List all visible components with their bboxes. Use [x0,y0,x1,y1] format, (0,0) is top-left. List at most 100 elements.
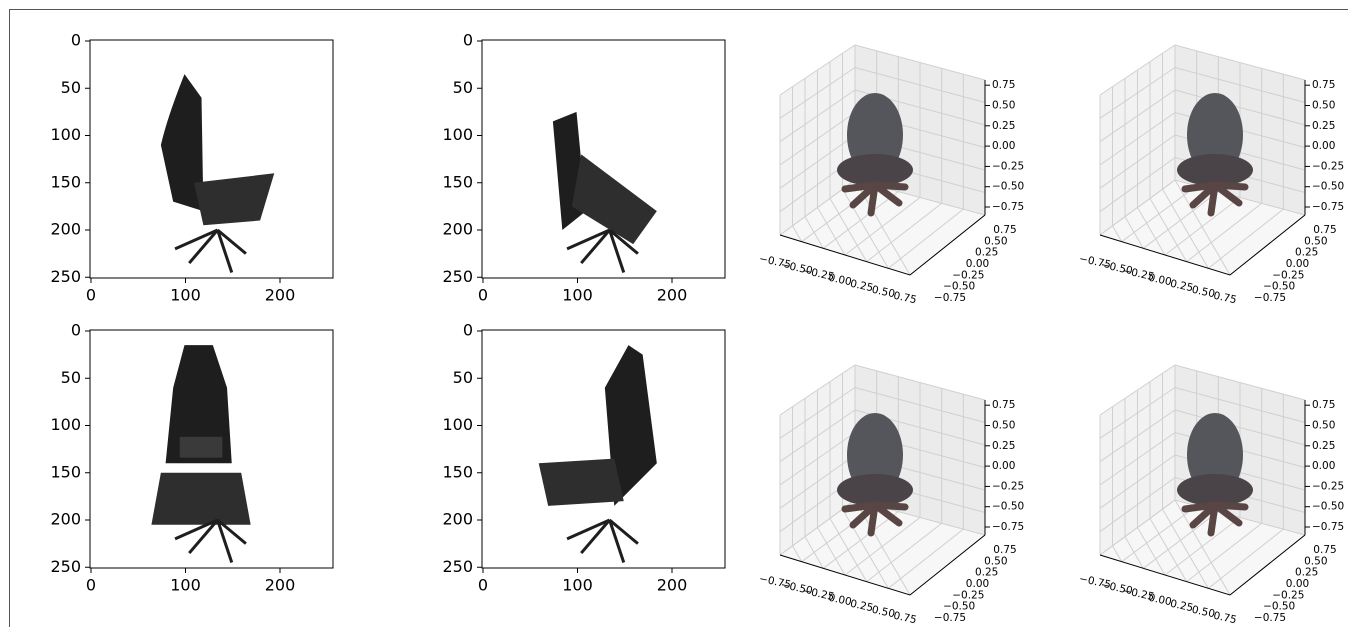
panel: 0 50 100 150 200 250 0 100 200 [442,31,725,305]
y-tick-label: −0.25 [952,269,984,281]
y-tick-label: 0.25 [1295,567,1318,579]
figure: 0 50 100 150 200 250 0 100 200 0 50 100 150 200 250 0 10… [0,0,1348,627]
y-tick-label: 50 [61,368,81,387]
x-tick-label: 200 [657,576,688,595]
chair-pillow [180,437,223,458]
y-tick-label: 0.25 [1295,247,1318,259]
z-tick-label: −0.75 [1312,201,1344,213]
y-tick-label: 200 [50,510,81,529]
y-tick-label: 0.50 [984,555,1007,567]
z-tick-label: 0.00 [1312,140,1335,152]
z-tick-label: −0.50 [1312,501,1344,513]
z-tick-label: 0.50 [992,420,1015,432]
y-tick-label: 0 [71,321,81,340]
y-tick-label: 0.50 [1304,235,1327,247]
panel: −0.75−0.50−0.250.000.250.500.75−0.75−0.5… [758,365,1024,626]
z-tick-label: −0.50 [992,181,1024,193]
chair-base [567,520,638,563]
y-tick-label: 100 [442,125,473,144]
y-tick-label: −0.25 [1272,589,1304,601]
y-tick-label: 100 [50,125,81,144]
x-tick-label: 0.75 [892,290,917,307]
y-tick-label: 250 [50,557,81,576]
y-tick-label: 50 [453,78,473,97]
y-tick-label: 150 [442,172,473,191]
z-tick-label: 0.50 [1312,100,1335,112]
y-tick-label: −0.50 [943,281,975,293]
y-tick-label: 100 [50,415,81,434]
z-tick-label: −0.25 [1312,160,1344,172]
z-tick-label: 0.00 [992,140,1015,152]
x-tick-label: 200 [657,286,688,305]
z-tick-label: −0.75 [992,521,1024,533]
z-tick-label: 0.50 [992,100,1015,112]
y-tick-label: 150 [50,462,81,481]
y-tick-label: 250 [50,267,81,286]
panel: 0 50 100 150 200 250 0 100 200 [442,321,725,595]
y-tick-label: 0.50 [984,235,1007,247]
y-tick-label: 0.75 [1313,544,1336,556]
y-tick-label: 0 [463,31,473,50]
x-tick-label: 200 [265,576,296,595]
x-tick-label: 100 [170,576,201,595]
z-tick-label: 0.25 [1312,120,1335,132]
panel: −0.75−0.50−0.250.000.250.500.75−0.75−0.5… [1078,365,1344,626]
axes-frame [482,330,725,568]
x-tick-label: 0 [86,286,96,305]
x-tick-label: 0.75 [1212,290,1237,307]
y-tick-label: 0 [463,321,473,340]
y-tick-label: 150 [442,462,473,481]
chair-seat [194,173,274,225]
y-tick-label: 50 [453,368,473,387]
y-tick-label: 150 [50,172,81,191]
y-tick-label: 200 [442,220,473,239]
z-tick-label: −0.25 [992,160,1024,172]
y-tick-label: 250 [442,267,473,286]
y-tick-label: 0.00 [1286,578,1309,590]
y-tick-label: 0.75 [993,544,1016,556]
x-tick-label: 200 [265,286,296,305]
z-tick-label: −0.75 [992,201,1024,213]
y-tick-label: 0 [71,31,81,50]
y-tick-label: 0.75 [1313,224,1336,236]
chair-base [175,520,246,563]
x-tick-label: 100 [562,576,593,595]
z-tick-label: 0.50 [1312,420,1335,432]
y-tick-label: 0.25 [975,567,998,579]
z-tick-label: −0.25 [1312,480,1344,492]
y-tick-label: 100 [442,415,473,434]
z-tick-label: 0.75 [1312,399,1335,411]
z-tick-label: 0.25 [1312,440,1335,452]
x-tick-label: 100 [562,286,593,305]
axes-frame [482,40,725,278]
y-tick-label: 0.00 [1286,258,1309,270]
chair-seat [572,154,657,244]
chair-seat [539,459,624,506]
y-tick-label: −0.50 [943,601,975,613]
y-tick-label: 200 [442,510,473,529]
y-tick-label: −0.75 [934,612,966,624]
axes-frame [90,40,333,278]
x-tick-label: 0 [478,286,488,305]
z-tick-label: −0.50 [992,501,1024,513]
y-tick-label: 200 [50,220,81,239]
y-tick-label: −0.25 [952,589,984,601]
y-tick-label: −0.25 [1272,269,1304,281]
shape-seat [837,474,913,506]
z-tick-label: 0.75 [1312,79,1335,91]
z-tick-label: −0.75 [1312,521,1344,533]
x-tick-label: 0.75 [1212,610,1237,627]
y-tick-label: 250 [442,557,473,576]
panel: −0.75−0.50−0.250.000.250.500.75−0.75−0.5… [1078,45,1344,306]
z-tick-label: 0.25 [992,440,1015,452]
shape-seat [837,154,913,186]
x-tick-label: 0 [478,576,488,595]
y-tick-label: 0.25 [975,247,998,259]
z-tick-label: −0.50 [1312,181,1344,193]
y-tick-label: 0.50 [1304,555,1327,567]
z-tick-label: 0.25 [992,120,1015,132]
y-tick-label: 0.75 [993,224,1016,236]
y-tick-label: 0.00 [966,578,989,590]
x-tick-label: 100 [170,286,201,305]
